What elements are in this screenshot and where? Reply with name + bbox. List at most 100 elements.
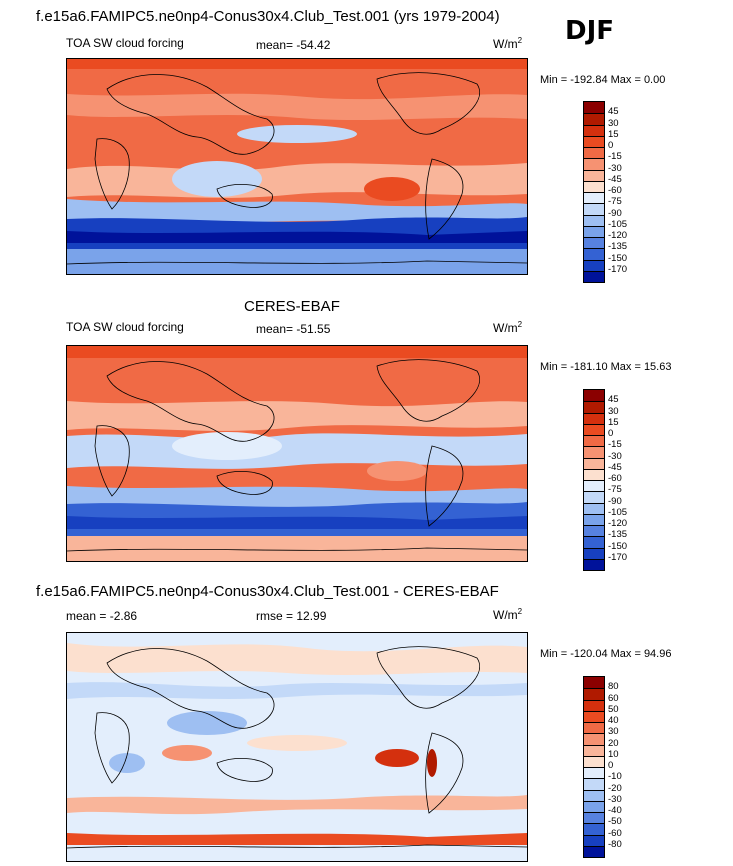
colorbar-tick-label: -10 xyxy=(608,771,622,783)
colorbar-tick-label: 45 xyxy=(608,106,619,118)
colorbar-cell xyxy=(584,502,604,514)
panel-obs-left-label: TOA SW cloud forcing xyxy=(66,320,184,334)
colorbar-cell xyxy=(584,135,604,147)
colorbar-cell xyxy=(584,733,604,745)
colorbar-cell xyxy=(584,778,604,790)
colorbar-tick-label: 0 xyxy=(608,428,614,439)
colorbar-tick-label: -45 xyxy=(608,173,622,185)
colorbar-tick-label: -120 xyxy=(608,518,628,529)
colorbar-tick-label: -150 xyxy=(608,252,628,264)
panel-diff-colorbar: 80 60 50 40 30 20 10 0 -10 -20 -30 -40 -50 -60 -80 xyxy=(583,676,622,859)
colorbar-cell xyxy=(584,744,604,756)
colorbar-cell xyxy=(584,192,604,204)
colorbar-tick-label: 0 xyxy=(608,760,614,771)
colorbar-cell xyxy=(584,169,604,181)
colorbar-tick-label: -60 xyxy=(608,473,622,484)
colorbar-tick-label: -75 xyxy=(608,484,622,496)
panel-obs-units: W/m2 xyxy=(493,320,523,335)
panel-model-mean: mean= -54.42 xyxy=(256,38,331,52)
colorbar-tick-label: 30 xyxy=(608,117,619,129)
colorbar-tick-label: -135 xyxy=(608,241,628,253)
colorbar-tick-label: -170 xyxy=(608,263,628,275)
colorbar-tick-label: -30 xyxy=(608,450,622,462)
season-label: DJF xyxy=(565,16,615,46)
colorbar-tick-label: 15 xyxy=(608,416,619,428)
panel-diff-minmax: Min = -120.04 Max = 94.96 xyxy=(540,648,672,660)
colorbar-tick-label: 45 xyxy=(608,394,619,406)
colorbar-tick-label: -150 xyxy=(608,540,628,552)
panel-diff-header: f.e15a6.FAMIPC5.ne0np4-Conus30x4.Club_Te… xyxy=(36,583,499,600)
colorbar-cell xyxy=(584,558,604,570)
colorbar-tick-label: -40 xyxy=(608,805,622,816)
colorbar-tick-label: -105 xyxy=(608,218,628,230)
colorbar-tick-label: 50 xyxy=(608,703,619,715)
colorbar-cell xyxy=(584,755,604,767)
colorbar-cell xyxy=(584,390,604,402)
colorbar-tick-label: -75 xyxy=(608,196,622,208)
colorbar-tick-label: -50 xyxy=(608,816,622,828)
colorbar-tick-label: 10 xyxy=(608,748,619,760)
colorbar-frame xyxy=(583,676,605,858)
panel-model-minmax: Min = -192.84 Max = 0.00 xyxy=(540,74,666,86)
colorbar-tick-label: -30 xyxy=(608,793,622,805)
colorbar-tick-label: -45 xyxy=(608,461,622,473)
panel-model-left-label: TOA SW cloud forcing xyxy=(66,36,184,50)
colorbar-tick-label: -15 xyxy=(608,151,622,163)
colorbar-cell xyxy=(584,113,604,125)
colorbar-tick-label: -30 xyxy=(608,162,622,174)
colorbar-tick-label: -60 xyxy=(608,827,622,839)
panel-diff-units: W/m2 xyxy=(493,607,523,622)
colorbar-cell xyxy=(584,237,604,249)
colorbar-tick-label: -90 xyxy=(608,495,622,507)
colorbar-cell xyxy=(584,491,604,503)
colorbar-cell xyxy=(584,789,604,801)
case-title: f.e15a6.FAMIPC5.ne0np4-Conus30x4.Club_Te… xyxy=(36,8,500,25)
colorbar-tick-label: 80 xyxy=(608,681,619,693)
colorbar-cell xyxy=(584,423,604,435)
colorbar-cell xyxy=(584,259,604,271)
panel-diff-rmse: rmse = 12.99 xyxy=(256,609,327,623)
colorbar-cell xyxy=(584,513,604,525)
panel-obs-colorbar: 45 30 15 0 -15 -30 -45 -60 -75 -90 -105 -120 -135 -15… xyxy=(583,389,627,572)
colorbar-cell xyxy=(584,767,604,779)
colorbar-cell xyxy=(584,180,604,192)
colorbar-tick-label: -170 xyxy=(608,551,628,563)
colorbar-cell xyxy=(584,468,604,480)
colorbar-cell xyxy=(584,710,604,722)
colorbar-tick-label: -90 xyxy=(608,207,622,219)
colorbar-frame xyxy=(583,389,605,571)
colorbar-cell xyxy=(584,214,604,226)
colorbar-tick-label: -135 xyxy=(608,529,628,541)
colorbar-cell xyxy=(584,480,604,492)
colorbar-cell xyxy=(584,248,604,260)
colorbar-cell xyxy=(584,124,604,136)
colorbar-cell xyxy=(584,147,604,159)
colorbar-cell xyxy=(584,536,604,548)
panel-obs-mean: mean= -51.55 xyxy=(256,322,331,336)
colorbar-tick-label: 60 xyxy=(608,692,619,704)
colorbar-tick-label: 30 xyxy=(608,726,619,738)
colorbar-cell xyxy=(584,270,604,282)
colorbar-tick-label: -105 xyxy=(608,506,628,518)
panel-diff-mean: mean = -2.86 xyxy=(66,609,138,623)
colorbar-cell xyxy=(584,401,604,413)
panel-obs-map xyxy=(66,345,528,562)
colorbar-cell xyxy=(584,525,604,537)
colorbar-cell xyxy=(584,412,604,424)
panel-diff-map xyxy=(66,632,528,862)
colorbar-frame xyxy=(583,101,605,283)
panel-obs-minmax: Min = -181.10 Max = 15.63 xyxy=(540,361,672,373)
colorbar-cell xyxy=(584,677,604,689)
colorbar-cell xyxy=(584,203,604,215)
colorbar-cell xyxy=(584,225,604,237)
colorbar-cell xyxy=(584,457,604,469)
panel-obs-header: CERES-EBAF xyxy=(244,298,340,315)
colorbar-cell xyxy=(584,435,604,447)
colorbar-cell xyxy=(584,812,604,824)
colorbar-cell xyxy=(584,547,604,559)
colorbar-cell xyxy=(584,800,604,812)
colorbar-tick-label: 0 xyxy=(608,140,614,151)
colorbar-cell xyxy=(584,845,604,857)
colorbar-tick-label: 40 xyxy=(608,715,619,726)
colorbar-tick-label: 30 xyxy=(608,405,619,417)
